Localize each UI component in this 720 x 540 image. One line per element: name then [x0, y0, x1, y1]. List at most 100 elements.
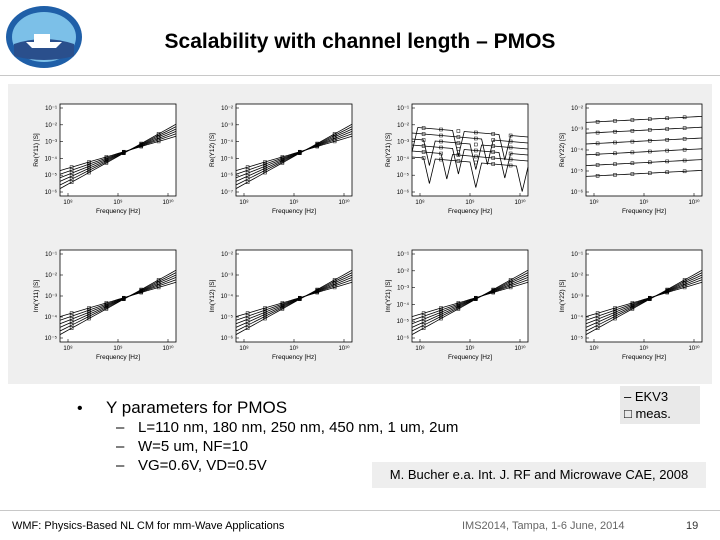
measurement-marker [263, 314, 267, 319]
measurement-marker [595, 141, 600, 146]
x-tick-label: 10⁸ [63, 199, 73, 206]
measurement-marker [648, 149, 652, 154]
model-curve [585, 269, 703, 335]
bottom-divider [0, 510, 720, 511]
measurement-marker [682, 147, 687, 152]
y-tick-label: 10⁻⁴ [571, 147, 584, 154]
y-tick-label: 10⁻⁶ [571, 189, 584, 196]
model-curve [585, 277, 703, 325]
measurement-marker [474, 160, 478, 165]
y-tick-label: 10⁻³ [221, 273, 233, 279]
measurement-marker [280, 301, 285, 305]
model-curve [235, 133, 353, 175]
model-curve [585, 159, 703, 166]
y-axis-label: Im(Y21) [S] [385, 279, 392, 312]
model-curve [59, 277, 177, 325]
measurement-marker [613, 119, 617, 123]
y-tick-label: 10⁻⁴ [397, 301, 410, 308]
measurement-marker [491, 132, 495, 136]
x-tick-label: 10⁹ [639, 199, 649, 206]
sub-bullet-length: – L=110 nm, 180 nm, 250 nm, 450 nm, 1 um,… [116, 419, 459, 436]
footer-conference: IMS2014, Tampa, 1-6 June, 2014 [462, 520, 625, 532]
model-curve [59, 272, 177, 332]
y-tick-label: 10⁻³ [397, 286, 409, 292]
figure-plots: 10⁻¹ 10⁻² 10⁻³ 10⁻⁴ 10⁻⁵ 10⁻⁶ 10⁸ 10⁹ 10¹⁰ Re(Y11… [33, 103, 703, 361]
measurement-marker [613, 310, 617, 314]
x-axis-label: Frequency [Hz] [448, 208, 492, 215]
model-curve [411, 127, 529, 161]
model-curve [59, 274, 177, 328]
measurement-marker [263, 166, 267, 171]
model-curve [235, 269, 353, 335]
measurement-marker [263, 162, 267, 166]
measurement-marker [613, 162, 617, 166]
measurement-marker [613, 173, 617, 177]
y-axis-label: Re(Y22) [S] [559, 133, 566, 167]
measurement-marker [421, 138, 426, 142]
y-tick-label: 10⁻¹ [571, 252, 583, 258]
measurement-marker [508, 285, 513, 290]
y-tick-label: 10⁻¹ [45, 106, 57, 112]
measurement-marker [682, 126, 687, 130]
measurement-marker [87, 162, 91, 166]
measurement-marker [87, 306, 91, 310]
x-tick-label: 10⁹ [113, 199, 123, 206]
model-curve [585, 137, 703, 145]
y-tick-label: 10⁻⁶ [397, 189, 410, 196]
model-curve [585, 148, 703, 156]
model-curve [235, 128, 353, 182]
measurement-marker [648, 138, 652, 143]
measurement-marker [456, 129, 461, 133]
measurement-marker [69, 311, 74, 315]
plot-frame [59, 103, 177, 197]
measurement-marker [648, 128, 652, 132]
measurement-marker [263, 310, 267, 314]
y-tick-label: 10⁻³ [571, 294, 583, 300]
y-tick-label: 10⁻³ [45, 294, 57, 300]
measurement-marker [421, 311, 426, 315]
x-tick-label: 10⁸ [589, 345, 599, 352]
y-tick-label: 10⁻⁶ [45, 189, 58, 196]
model-curve [411, 277, 529, 325]
model-curve [59, 269, 177, 335]
legend-ekv3: – EKV3 [624, 389, 669, 404]
measurement-marker [439, 157, 443, 162]
measurement-marker [456, 301, 461, 305]
x-axis-label: Frequency [Hz] [272, 208, 316, 215]
measurement-marker [630, 118, 635, 122]
y-tick-label: 10⁻⁵ [571, 168, 584, 175]
y-axis-label: Re(Y12) [S] [209, 133, 216, 167]
x-tick-label: 10⁸ [239, 345, 249, 352]
x-tick-label: 10⁹ [289, 199, 299, 206]
plot-frame [59, 249, 177, 343]
x-axis-label: Frequency [Hz] [272, 354, 316, 361]
measurement-marker [263, 308, 267, 312]
measurement-marker [491, 162, 495, 166]
measurement-marker [87, 312, 91, 317]
measurement-marker [421, 156, 426, 160]
measurement-marker [439, 133, 443, 138]
measurement-marker [439, 139, 443, 144]
model-curve [235, 123, 353, 189]
citation: M. Bucher e.a. Int. J. RF and Microwave … [372, 462, 706, 488]
measurement-marker [682, 158, 687, 163]
model-curve [411, 274, 529, 328]
x-tick-label: 10¹⁰ [514, 345, 526, 352]
measurement-marker [87, 310, 91, 314]
measurement-marker [69, 165, 74, 169]
model-curve [585, 272, 703, 332]
model-curve [59, 133, 177, 175]
y-axis-label: Im(Y11) [S] [33, 280, 40, 313]
y-parameter-figure: 10⁻¹ 10⁻² 10⁻³ 10⁻⁴ 10⁻⁵ 10⁻⁶ 10⁸ 10⁹ 10¹⁰ Re(Y11… [8, 84, 712, 384]
measurement-marker [439, 151, 443, 156]
measurement-marker [613, 308, 617, 312]
measurement-marker [508, 157, 513, 162]
ims2014-logo [4, 4, 84, 70]
y-axis-label: Re(Y11) [S] [33, 133, 40, 167]
y-tick-label: 10⁻² [571, 106, 583, 112]
measurement-marker [613, 312, 617, 317]
measurement-marker [665, 127, 669, 131]
legend-box: – EKV3 □ meas. [620, 386, 700, 424]
model-curve [235, 274, 353, 328]
footer-title: WMF: Physics-Based NL CM for mm-Wave App… [12, 520, 285, 532]
